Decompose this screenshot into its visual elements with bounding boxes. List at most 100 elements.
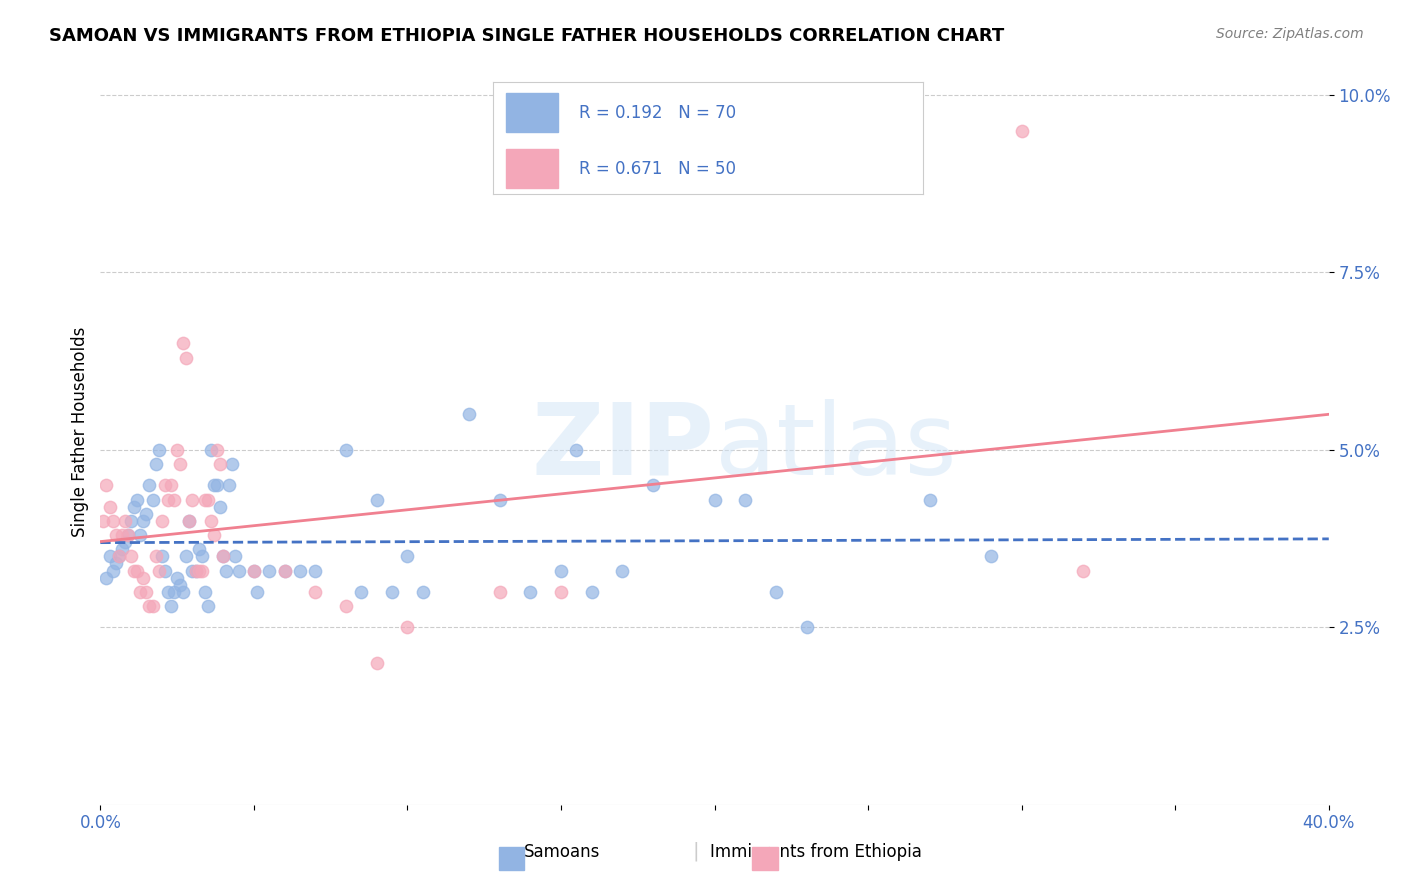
Point: [114, 535, 136, 549]
Point: [163, 492, 186, 507]
Text: Samoans: Samoans: [524, 843, 600, 861]
Point: [796, 620, 818, 634]
Point: [184, 564, 207, 578]
Point: [98, 500, 121, 514]
Point: [156, 584, 179, 599]
Point: [243, 564, 266, 578]
Point: [132, 571, 155, 585]
Point: [145, 457, 167, 471]
Text: atlas: atlas: [714, 399, 956, 496]
Text: |: |: [693, 841, 699, 861]
Point: [117, 528, 139, 542]
Point: [169, 577, 191, 591]
Point: [202, 528, 225, 542]
Point: [218, 478, 240, 492]
Point: [150, 514, 173, 528]
Point: [350, 584, 373, 599]
Point: [111, 528, 134, 542]
Point: [581, 584, 603, 599]
Point: [304, 584, 326, 599]
Point: [488, 584, 510, 599]
Point: [259, 564, 281, 578]
Point: [101, 514, 124, 528]
Point: [120, 549, 142, 564]
Point: [202, 478, 225, 492]
Point: [197, 492, 219, 507]
Text: ZIP: ZIP: [531, 399, 714, 496]
Point: [215, 564, 238, 578]
Point: [135, 584, 157, 599]
Point: [209, 500, 232, 514]
Text: Immigrants from Ethiopia: Immigrants from Ethiopia: [710, 843, 921, 861]
Point: [114, 514, 136, 528]
Point: [565, 442, 588, 457]
Point: [194, 584, 217, 599]
Point: [212, 549, 235, 564]
Point: [169, 457, 191, 471]
Point: [104, 528, 127, 542]
Point: [212, 549, 235, 564]
Point: [104, 557, 127, 571]
Point: [176, 549, 198, 564]
Point: [127, 564, 149, 578]
Point: [246, 584, 269, 599]
Point: [190, 564, 212, 578]
Point: [153, 564, 176, 578]
Point: [142, 492, 165, 507]
Text: Source: ZipAtlas.com: Source: ZipAtlas.com: [1216, 27, 1364, 41]
Point: [1071, 564, 1094, 578]
Point: [221, 457, 243, 471]
Point: [122, 564, 145, 578]
Point: [187, 564, 209, 578]
Point: [163, 584, 186, 599]
Point: [184, 564, 207, 578]
Point: [111, 542, 134, 557]
Point: [703, 492, 725, 507]
Point: [93, 514, 115, 528]
Point: [135, 507, 157, 521]
Point: [396, 620, 419, 634]
Point: [132, 514, 155, 528]
Point: [918, 492, 941, 507]
Point: [197, 599, 219, 613]
Point: [224, 549, 246, 564]
Point: [107, 549, 129, 564]
Point: [96, 478, 118, 492]
Point: [488, 492, 510, 507]
Point: [179, 514, 201, 528]
Point: [122, 500, 145, 514]
Point: [304, 564, 326, 578]
Point: [288, 564, 311, 578]
Point: [273, 564, 295, 578]
Point: [205, 478, 228, 492]
Point: [734, 492, 756, 507]
Point: [96, 571, 118, 585]
Point: [765, 584, 787, 599]
Point: [166, 442, 188, 457]
Point: [612, 564, 634, 578]
Point: [366, 656, 388, 670]
Point: [519, 584, 541, 599]
Point: [156, 492, 179, 507]
Point: [980, 549, 1002, 564]
Point: [166, 571, 188, 585]
Point: [205, 442, 228, 457]
Point: [335, 442, 357, 457]
Point: [335, 599, 357, 613]
Point: [127, 492, 149, 507]
Point: [138, 478, 160, 492]
Point: [194, 492, 217, 507]
Point: [142, 599, 165, 613]
Point: [187, 542, 209, 557]
Point: [1011, 123, 1033, 137]
Point: [550, 564, 572, 578]
Point: [129, 528, 152, 542]
Point: [172, 584, 194, 599]
Point: [148, 442, 170, 457]
Point: [101, 564, 124, 578]
Point: [643, 478, 665, 492]
Point: [138, 599, 160, 613]
Point: [181, 564, 204, 578]
Point: [172, 336, 194, 351]
Point: [381, 584, 404, 599]
